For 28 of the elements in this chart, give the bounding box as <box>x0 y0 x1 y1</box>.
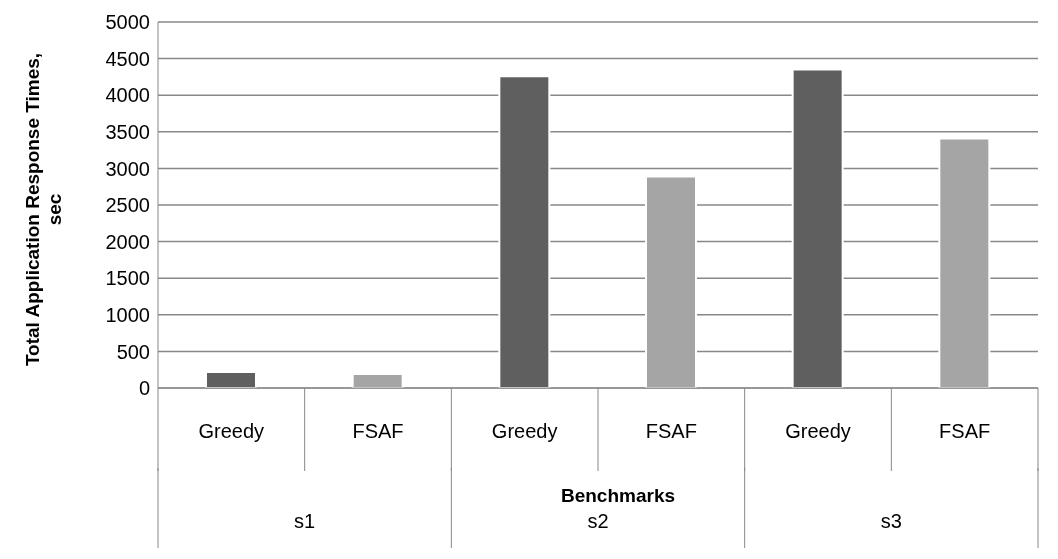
x-tick-label: Greedy <box>785 420 851 442</box>
y-tick-label: 1500 <box>105 267 150 290</box>
text: s2 <box>587 510 609 532</box>
bar <box>791 68 844 388</box>
bar <box>645 175 697 388</box>
y-tick-label: 2000 <box>105 230 150 253</box>
y-tick-label: 4500 <box>105 47 150 70</box>
y-tick-label: 3000 <box>105 157 150 180</box>
x-axis-title: Benchmarks <box>560 485 676 506</box>
bar <box>205 370 257 388</box>
text: s1 <box>294 510 316 532</box>
x-tick-label: Greedy <box>491 420 558 442</box>
bar <box>351 373 404 388</box>
x-tick-label: Greedy <box>198 420 265 442</box>
y-tick-label: 2500 <box>105 194 150 217</box>
y-tick-label: 5000 <box>105 11 150 34</box>
bar <box>498 75 551 388</box>
x-tick-label: FSAF <box>939 420 991 442</box>
text: s3 <box>880 510 902 532</box>
x-tick-label: FSAF <box>352 420 404 442</box>
bar <box>938 137 991 388</box>
y-tick-label: 0 <box>138 377 150 400</box>
y-tick-label: 1000 <box>105 303 150 326</box>
y-tick-label: 3500 <box>105 120 150 143</box>
y-tick-label: 500 <box>116 340 150 363</box>
x-tick-label: FSAF <box>645 420 697 442</box>
y-axis-title: Total Application Response Times, sec <box>22 52 65 367</box>
y-tick-label: 4000 <box>105 84 150 107</box>
